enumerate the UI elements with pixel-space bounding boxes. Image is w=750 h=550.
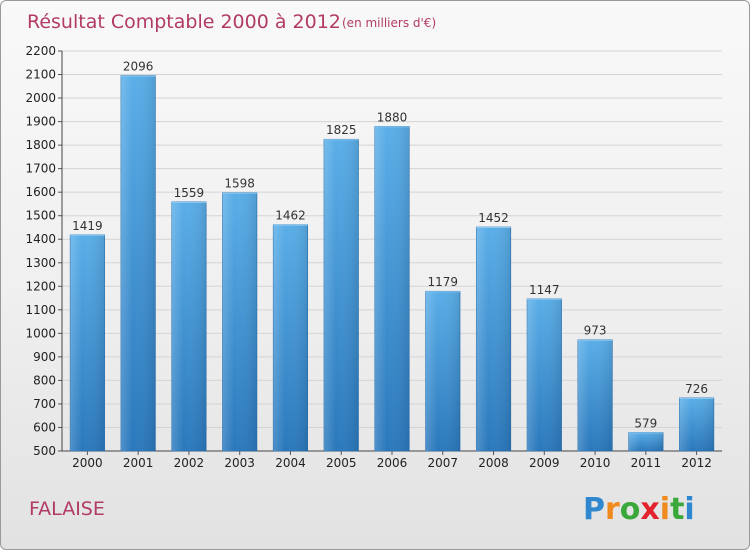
y-tick-label: 700: [33, 397, 56, 411]
y-tick-label: 1700: [25, 162, 56, 176]
bar-shading-2005: [323, 139, 359, 451]
bar-shading-2007: [425, 291, 461, 451]
x-tick-label-2010: 2010: [580, 456, 611, 470]
value-label-2004: 1462: [275, 209, 306, 223]
logo-letter: i: [660, 492, 670, 527]
y-tick-label: 900: [33, 350, 56, 364]
x-tick-label-2001: 2001: [123, 456, 154, 470]
value-label-2005: 1825: [326, 123, 357, 137]
x-tick-label-2003: 2003: [224, 456, 255, 470]
bar-shading-2006: [374, 126, 410, 451]
x-tick-label-2006: 2006: [377, 456, 408, 470]
x-tick-label-2007: 2007: [427, 456, 458, 470]
value-label-2002: 1559: [174, 186, 205, 200]
y-tick-label: 600: [33, 420, 56, 434]
y-tick-label: 1500: [25, 209, 56, 223]
logo-letter: P: [583, 492, 605, 527]
bar-shading-2012: [679, 397, 714, 451]
y-tick-label: 1800: [25, 138, 56, 152]
label-layer: 1419 2096 1559 1598 1462 1825 1880 1179 1452 1147…: [72, 59, 708, 430]
bar-shading-2002: [171, 201, 207, 451]
bar-shading-2004: [273, 224, 308, 451]
bar-shading-2008: [476, 227, 511, 451]
y-tick-label: 1300: [25, 256, 56, 270]
value-label-2003: 1598: [224, 177, 255, 191]
y-tick-label: 1000: [25, 326, 56, 340]
chart-subtitle: (en milliers d'€): [342, 16, 436, 30]
bar-shading-2011: [628, 432, 664, 451]
value-label-2011: 579: [634, 416, 657, 430]
y-tick-label: 1600: [25, 185, 56, 199]
y-tick-label: 1100: [25, 303, 56, 317]
value-label-2010: 973: [584, 324, 607, 338]
logo-letter: o: [620, 492, 641, 527]
chart-title: Résultat Comptable 2000 à 2012: [27, 11, 341, 33]
place-name: FALAISE: [29, 498, 105, 520]
x-tick-label-2009: 2009: [529, 456, 560, 470]
x-tick-label-2012: 2012: [681, 456, 712, 470]
value-label-2001: 2096: [123, 59, 154, 73]
y-tick-label: 1400: [25, 232, 56, 246]
y-tick-label: 800: [33, 373, 56, 387]
y-tick-label: 1200: [25, 279, 56, 293]
y-tick-label: 500: [33, 444, 56, 458]
y-tick-label: 1900: [25, 115, 56, 129]
logo-letter: x: [640, 492, 659, 527]
bar-shading-2010: [577, 339, 613, 451]
logo-letter: t: [670, 492, 684, 527]
x-tick-label-2002: 2002: [174, 456, 205, 470]
value-label-2008: 1452: [478, 211, 509, 225]
value-label-2009: 1147: [529, 283, 560, 297]
x-tick-label-2011: 2011: [631, 456, 662, 470]
y-tick-label: 2100: [25, 68, 56, 82]
bar-shading-2001: [120, 75, 156, 452]
bar-layer: [69, 75, 715, 452]
logo-letter: r: [605, 492, 620, 527]
bar-shading-2000: [70, 234, 105, 451]
x-tick-label-2000: 2000: [72, 456, 103, 470]
value-label-2012: 726: [685, 382, 708, 396]
x-tick-label-2004: 2004: [275, 456, 306, 470]
y-tick-label: 2200: [25, 44, 56, 58]
value-label-2007: 1179: [427, 275, 458, 289]
bar-shading-2009: [527, 298, 562, 451]
bar-shading-2003: [222, 192, 257, 451]
y-tick-label: 2000: [25, 91, 56, 105]
x-tick-label-2005: 2005: [326, 456, 357, 470]
axis-layer: 500 600 700 800 900 1000 1100 1200 1300 1400 1500 1…: [25, 44, 722, 470]
value-label-2006: 1880: [377, 110, 408, 124]
proxiti-logo: Proxiti: [583, 492, 695, 527]
value-label-2000: 1419: [72, 219, 103, 233]
x-tick-label-2008: 2008: [478, 456, 509, 470]
logo-letter: i: [684, 492, 694, 527]
